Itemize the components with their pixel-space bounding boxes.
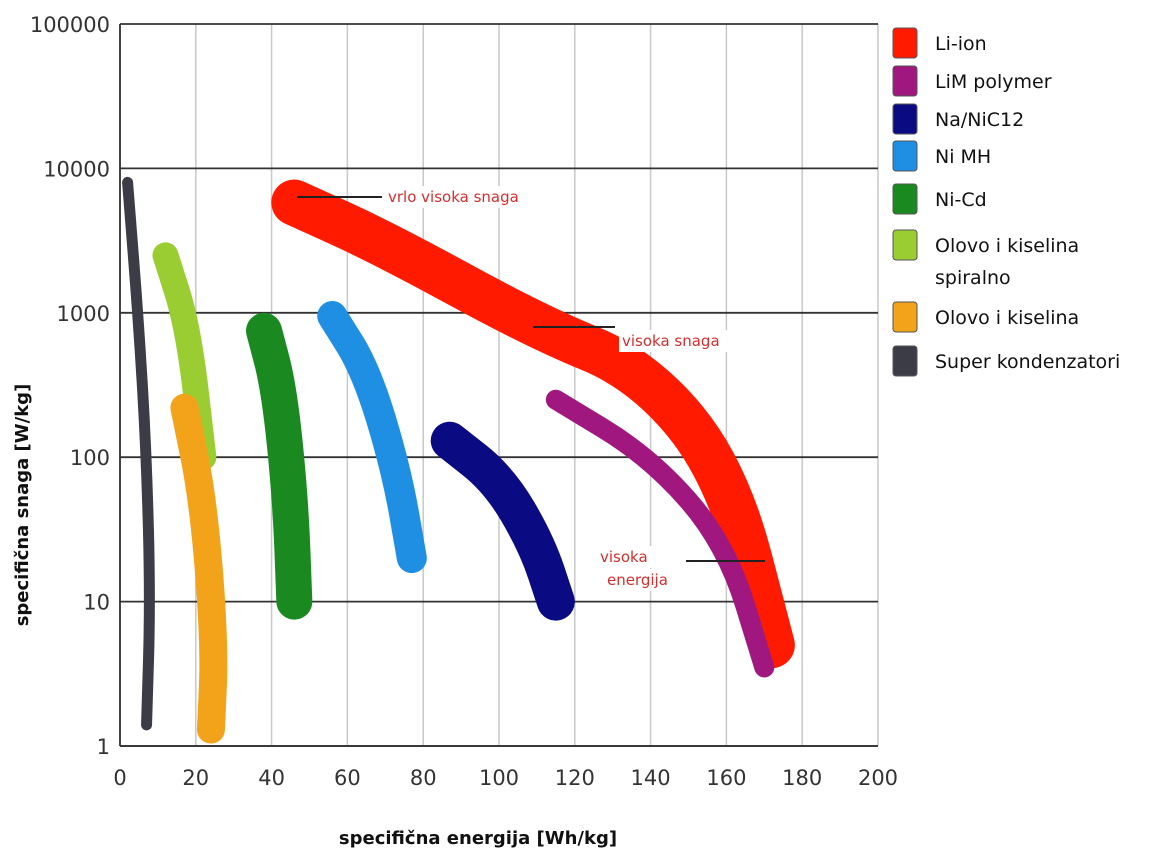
legend-label-2: Na/NiC12 bbox=[935, 109, 1024, 131]
annotation-label-2: visoka bbox=[600, 548, 648, 566]
series-band-3 bbox=[317, 301, 427, 574]
legend-swatch-3 bbox=[892, 140, 918, 172]
x-tick-label-10: 200 bbox=[858, 766, 898, 790]
annotation-bg-0 bbox=[385, 186, 551, 208]
y-tick-label-5: 100000 bbox=[30, 13, 110, 37]
y-tick-label-0: 1 bbox=[97, 735, 110, 759]
annotation-layer: vrlo visoka snaga visoka snaga visoka energ… bbox=[297, 186, 765, 591]
legend-swatch-6 bbox=[892, 301, 918, 333]
x-tick-label-1: 20 bbox=[182, 766, 209, 790]
legend-swatch-0 bbox=[892, 27, 918, 59]
y-tick-label-1: 10 bbox=[83, 591, 110, 615]
legend-label-5: Olovo i kiselina bbox=[935, 235, 1079, 257]
series-band-2 bbox=[430, 421, 575, 621]
annotation-bg-1 bbox=[619, 330, 738, 352]
y-axis-title: specifična snaga [W/kg] bbox=[12, 384, 33, 627]
y-tick-label-2: 100 bbox=[70, 446, 110, 470]
legend-label-4: Ni-Cd bbox=[935, 189, 987, 211]
x-tick-label-2: 40 bbox=[258, 766, 285, 790]
ticks: 0 20 40 60 80 100 120 140 160 180 200 1 10 100 1000 100… bbox=[30, 13, 898, 790]
legend-label-3: Ni MH bbox=[935, 146, 991, 168]
annotation-bg-2 bbox=[597, 546, 660, 568]
x-tick-label-6: 120 bbox=[555, 766, 595, 790]
x-tick-label-9: 180 bbox=[782, 766, 822, 790]
legend: Li-ion LiM polymer Na/NiC12 Ni MH Ni-Cd Olovo… bbox=[892, 27, 1120, 377]
legend-swatch-5 bbox=[892, 229, 918, 261]
annotation-bg-3 bbox=[604, 569, 686, 591]
x-tick-label-7: 140 bbox=[631, 766, 671, 790]
legend-label-7: Super kondenzatori bbox=[935, 351, 1120, 373]
annotation-label-1: visoka snaga bbox=[622, 332, 720, 350]
series-band-5 bbox=[152, 242, 217, 471]
legend-swatch-7 bbox=[892, 345, 918, 377]
series-band-0 bbox=[271, 179, 795, 669]
x-tick-label-0: 0 bbox=[113, 766, 126, 790]
series-band-7 bbox=[122, 176, 155, 731]
x-tick-label-8: 160 bbox=[706, 766, 746, 790]
legend-label-5-line2: spiralno bbox=[935, 267, 1011, 289]
x-tick-label-4: 80 bbox=[410, 766, 437, 790]
series-band-1 bbox=[545, 389, 775, 678]
x-tick-label-5: 100 bbox=[479, 766, 519, 790]
legend-swatch-4 bbox=[892, 183, 918, 215]
legend-swatch-1 bbox=[892, 65, 918, 97]
x-tick-label-3: 60 bbox=[334, 766, 361, 790]
series-band-4 bbox=[246, 312, 313, 620]
series-layer bbox=[122, 176, 795, 744]
x-axis-title: specifična energija [Wh/kg] bbox=[339, 828, 617, 849]
annotation-label-3: energija bbox=[607, 571, 668, 589]
y-tick-label-4: 10000 bbox=[43, 157, 110, 181]
annotation-label-0: vrlo visoka snaga bbox=[388, 188, 519, 206]
legend-label-0: Li-ion bbox=[935, 33, 987, 55]
legend-label-1: LiM polymer bbox=[935, 71, 1052, 93]
legend-swatch-2 bbox=[892, 103, 918, 135]
axes bbox=[119, 24, 878, 747]
legend-label-6: Olovo i kiselina bbox=[935, 307, 1079, 329]
y-tick-label-3: 1000 bbox=[57, 302, 110, 326]
series-band-6 bbox=[170, 393, 228, 744]
